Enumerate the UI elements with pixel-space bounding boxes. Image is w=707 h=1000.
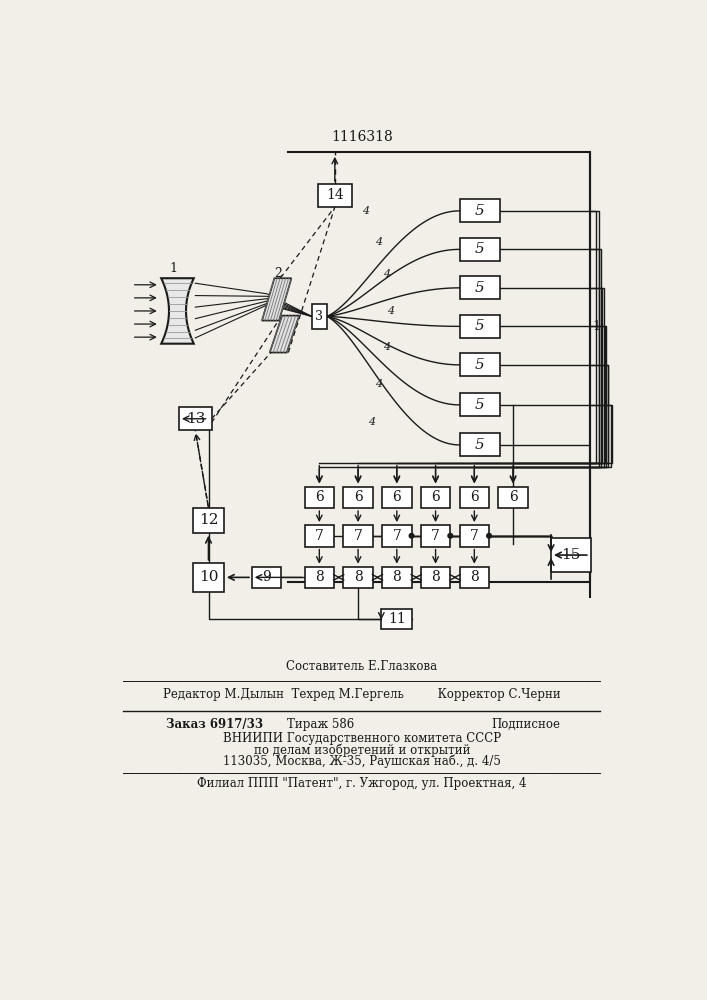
Text: ВНИИПИ Государственного комитета СССР: ВНИИПИ Государственного комитета СССР — [223, 732, 501, 745]
Polygon shape — [262, 278, 291, 321]
Text: 5: 5 — [475, 358, 484, 372]
Bar — [344, 525, 373, 547]
Bar — [460, 199, 500, 222]
Text: 8: 8 — [354, 570, 363, 584]
Bar — [381, 609, 412, 629]
Text: 7: 7 — [315, 529, 324, 543]
Text: 1: 1 — [592, 320, 600, 333]
Bar — [551, 538, 591, 572]
Text: 8: 8 — [431, 570, 440, 584]
Text: 5: 5 — [475, 319, 484, 333]
Text: 14: 14 — [326, 188, 344, 202]
Bar — [382, 525, 411, 547]
Text: 5: 5 — [475, 438, 484, 452]
Text: 8: 8 — [470, 570, 479, 584]
Bar — [460, 276, 500, 299]
Bar — [421, 487, 450, 508]
Bar — [193, 563, 224, 592]
Text: 5: 5 — [475, 281, 484, 295]
Bar — [460, 487, 489, 508]
Bar — [460, 525, 489, 547]
Circle shape — [448, 533, 452, 538]
Bar — [460, 393, 500, 416]
Bar — [305, 525, 334, 547]
Text: 1: 1 — [170, 262, 177, 275]
Text: 6: 6 — [509, 490, 518, 504]
Polygon shape — [270, 316, 299, 353]
Bar — [498, 487, 528, 508]
Text: Филиал ППП "Патент", г. Ужгород, ул. Проектная, 4: Филиал ППП "Патент", г. Ужгород, ул. Про… — [197, 777, 527, 790]
Text: 8: 8 — [392, 570, 401, 584]
Text: 10: 10 — [199, 570, 218, 584]
Text: Редактор М.Дылын  Техред М.Гергель         Корректор С.Черни: Редактор М.Дылын Техред М.Гергель Коррек… — [163, 688, 561, 701]
Text: 1116318: 1116318 — [331, 130, 393, 144]
Bar — [421, 567, 450, 588]
Text: 113035, Москва, Ж-35, Раушская наб., д. 4/5: 113035, Москва, Ж-35, Раушская наб., д. … — [223, 755, 501, 768]
Text: 8: 8 — [315, 570, 324, 584]
Text: 6: 6 — [392, 490, 401, 504]
Text: 4: 4 — [387, 306, 395, 316]
Bar — [460, 353, 500, 376]
Text: 9: 9 — [262, 570, 271, 584]
Text: Подписное: Подписное — [491, 718, 561, 731]
Text: 4: 4 — [383, 269, 390, 279]
Bar — [460, 567, 489, 588]
Bar — [305, 487, 334, 508]
Bar — [344, 567, 373, 588]
Text: 13: 13 — [186, 412, 205, 426]
Text: 3: 3 — [315, 310, 323, 323]
Text: 7: 7 — [354, 529, 363, 543]
Bar — [252, 567, 281, 588]
Bar — [312, 304, 327, 329]
Text: 5: 5 — [475, 398, 484, 412]
Text: 4: 4 — [383, 342, 390, 352]
Text: 2: 2 — [274, 267, 282, 280]
Text: 5: 5 — [475, 204, 484, 218]
Text: 5: 5 — [475, 242, 484, 256]
Bar — [305, 567, 334, 588]
Text: 4: 4 — [368, 417, 375, 427]
Bar — [317, 184, 352, 207]
Bar — [460, 238, 500, 261]
Text: 7: 7 — [392, 529, 402, 543]
Text: 4: 4 — [375, 379, 382, 389]
Text: 12: 12 — [199, 513, 218, 527]
Text: по делам изобретений и открытий: по делам изобретений и открытий — [254, 743, 470, 757]
Text: Составитель Е.Глазкова: Составитель Е.Глазкова — [286, 660, 438, 673]
Bar — [193, 508, 224, 533]
Text: 15: 15 — [561, 548, 581, 562]
Bar — [460, 315, 500, 338]
Text: 4: 4 — [362, 206, 369, 216]
Text: 6: 6 — [354, 490, 363, 504]
Bar — [382, 567, 411, 588]
Text: Заказ 6917/33: Заказ 6917/33 — [166, 718, 263, 731]
Bar — [421, 525, 450, 547]
Text: 6: 6 — [431, 490, 440, 504]
Bar — [460, 433, 500, 456]
Circle shape — [409, 533, 414, 538]
Bar — [179, 407, 211, 430]
Text: Тираж 586: Тираж 586 — [287, 718, 354, 731]
Bar — [382, 487, 411, 508]
Bar — [344, 487, 373, 508]
Text: 4: 4 — [375, 237, 382, 247]
Text: 7: 7 — [431, 529, 440, 543]
Text: 6: 6 — [315, 490, 324, 504]
Text: 7: 7 — [470, 529, 479, 543]
Circle shape — [486, 533, 491, 538]
Polygon shape — [161, 278, 194, 344]
Text: 6: 6 — [470, 490, 479, 504]
Text: 11: 11 — [388, 612, 406, 626]
